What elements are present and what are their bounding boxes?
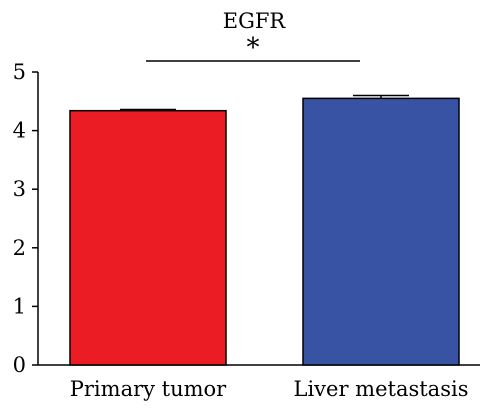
bars <box>69 94 460 366</box>
y-tick-label: 0 <box>13 353 26 377</box>
chart-title: EGFR <box>223 9 287 33</box>
significance-star: * <box>247 33 260 63</box>
bar-primary-tumor <box>69 109 227 366</box>
significance-annotation: * <box>146 33 360 63</box>
bar-liver-metastasis <box>302 97 460 366</box>
x-tick-label: Liver metastasis <box>294 377 469 401</box>
y-tick-label: 4 <box>13 119 26 143</box>
y-ticks: 0 1 2 3 4 5 <box>13 60 38 377</box>
y-tick-label: 3 <box>13 177 26 201</box>
y-tick-label: 2 <box>13 236 26 260</box>
x-tick-label: Primary tumor <box>70 377 227 401</box>
y-tick-label: 5 <box>13 60 26 84</box>
x-tick-labels: Primary tumor Liver metastasis <box>70 377 469 401</box>
y-tick-label: 1 <box>13 294 26 318</box>
